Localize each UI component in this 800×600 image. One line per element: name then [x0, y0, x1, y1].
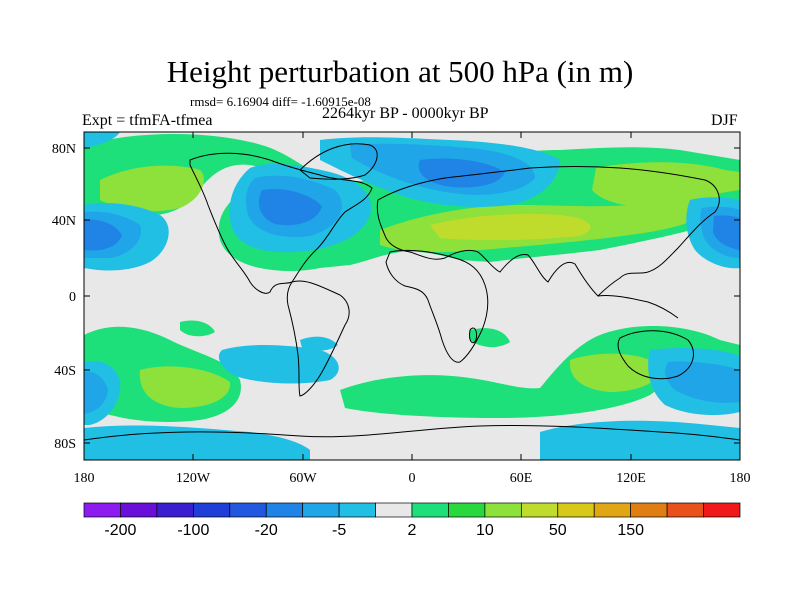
colorbar: -200 -100 -20 -5 2 10 50 150 [83, 502, 741, 539]
lat-tick-label: 0 [69, 290, 76, 305]
coastlines [84, 143, 740, 441]
coast-australia [617, 330, 694, 380]
negative-east-pacific-core [713, 215, 740, 250]
negative-corner-nw [84, 132, 120, 148]
coast-eurasia [376, 166, 720, 297]
colorbar-swatch [265, 502, 304, 518]
colorbar-label: 50 [549, 522, 567, 539]
negative-south-pacific-west-core [84, 371, 108, 414]
colorbar-swatch [557, 502, 595, 518]
colorbar-label: -5 [332, 522, 346, 539]
coast-antarctica [84, 424, 740, 441]
stats-label: rmsd= 6.16904 diff= -1.60915e-08 [190, 94, 371, 109]
positive-core-indian-ocean [569, 353, 661, 392]
coast-greenland [299, 143, 378, 180]
positive-core-northeast-asia [592, 162, 740, 207]
chart-title: Height perturbation at 500 hPa (in m) [166, 54, 634, 89]
lon-tick-label: 0 [409, 471, 416, 486]
positive-core-south-pacific [139, 366, 231, 408]
colorbar-swatch [411, 502, 449, 518]
positive-southern-ocean [340, 325, 740, 418]
negative-arctic-core [418, 158, 505, 188]
lon-tick-label: 180 [730, 471, 751, 486]
longitude-axis: 180 120W 60W 0 60E 120E 180 [74, 132, 751, 486]
latitude-axis: 80N 40N 0 40S 80S [52, 142, 740, 452]
lat-tick-label: 80N [52, 142, 76, 157]
coast-maritime-continent [597, 295, 679, 319]
lon-tick-label: 60E [510, 471, 533, 486]
colorbar-swatch [520, 502, 559, 518]
lon-tick-label: 60W [289, 471, 317, 486]
colorbar-swatch [83, 502, 121, 518]
positive-patch-africa [470, 328, 510, 348]
colorbar-label: 150 [617, 522, 644, 539]
colorbar-label: 2 [408, 522, 417, 539]
colorbar-label: -20 [255, 522, 278, 539]
colorbar-swatch [448, 502, 486, 518]
colorbar-swatch [338, 502, 376, 518]
colorbar-swatch [630, 502, 668, 518]
experiment-label: Expt = tfmFA-tfmea [82, 112, 213, 129]
colorbar-swatch [484, 502, 522, 518]
colorbar-label: -100 [177, 522, 209, 539]
colorbar-swatch [192, 502, 231, 518]
colorbar-label: 10 [476, 522, 494, 539]
lat-tick-label: 40N [52, 214, 76, 229]
coast-south-america [286, 280, 350, 397]
coast-madagascar [469, 327, 477, 344]
negative-south-america [218, 345, 339, 384]
negative-north-pacific-core [84, 219, 122, 251]
lon-tick-label: 120W [176, 471, 211, 486]
colorbar-label: -200 [104, 522, 136, 539]
coast-north-america [189, 152, 373, 294]
negative-antarctic-east [540, 420, 740, 460]
colorbar-swatch [666, 502, 704, 518]
lon-tick-label: 180 [74, 471, 95, 486]
colorbar-swatch [156, 502, 194, 518]
lon-tick-label: 120E [616, 471, 646, 486]
positive-peak-eurasia [430, 213, 591, 241]
lat-tick-label: 80S [54, 437, 76, 452]
height-perturbation-field [84, 132, 740, 460]
negative-north-america-core [258, 188, 322, 226]
negative-patch-atlantic [300, 336, 338, 351]
colorbar-swatch [302, 502, 340, 518]
colorbar-swatch [375, 502, 413, 518]
period-label: 2264kyr BP - 0000kyr BP [322, 105, 489, 122]
colorbar-swatch [229, 502, 267, 518]
season-label: DJF [711, 112, 738, 129]
lat-tick-label: 40S [54, 364, 76, 379]
colorbar-swatch [593, 502, 632, 518]
colorbar-swatch [703, 502, 741, 518]
coast-africa [385, 249, 489, 363]
colorbar-swatch [120, 502, 158, 518]
positive-core-north-pacific [100, 165, 204, 212]
positive-patch-small [180, 320, 215, 337]
